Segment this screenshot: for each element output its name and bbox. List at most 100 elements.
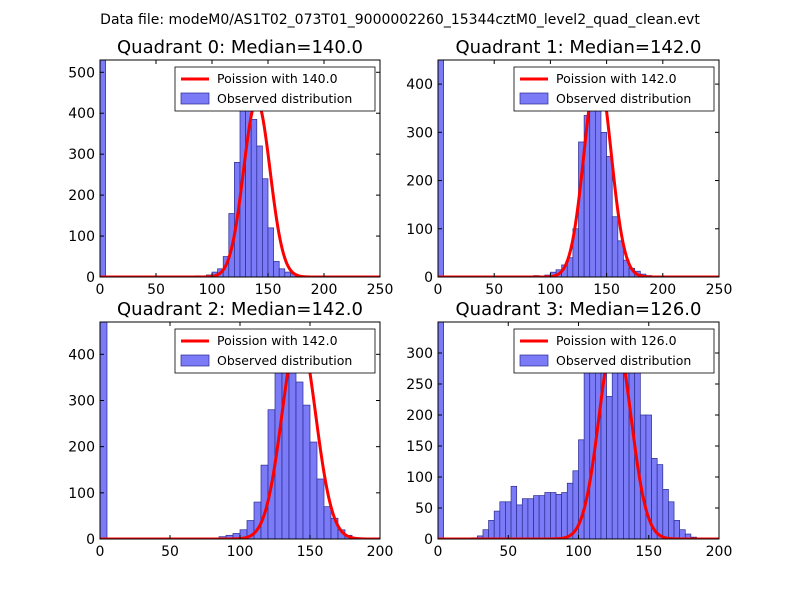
x-tick-label: 0 xyxy=(96,282,105,298)
panel-title: Quadrant 2: Median=142.0 xyxy=(117,299,363,320)
histogram-bar xyxy=(250,119,258,277)
x-tick-label: 0 xyxy=(434,282,443,298)
histogram-bar xyxy=(561,492,568,539)
x-tick-label: 250 xyxy=(367,282,394,298)
y-tick-label: 300 xyxy=(406,346,433,362)
poisson-curve xyxy=(100,99,380,277)
y-tick-label: 400 xyxy=(68,106,95,122)
histogram-bar xyxy=(493,510,501,539)
panel-title: Quadrant 0: Median=140.0 xyxy=(117,37,363,58)
histogram-bar xyxy=(288,347,297,539)
histogram-bar xyxy=(267,227,274,277)
y-tick-label: 0 xyxy=(86,532,95,548)
histogram-bar xyxy=(533,495,540,539)
plot-area xyxy=(100,60,380,277)
legend-bar-label: Observed distribution xyxy=(556,91,691,106)
legend-bar-swatch xyxy=(519,92,549,105)
legend-bar-swatch xyxy=(180,92,210,105)
y-tick-label: 400 xyxy=(406,77,433,93)
y-tick-label: 500 xyxy=(68,65,95,81)
x-tick-label: 100 xyxy=(227,544,254,560)
histogram-bar xyxy=(505,501,512,539)
plot-area xyxy=(438,322,719,539)
y-tick-label: 300 xyxy=(68,147,95,163)
axes-frame xyxy=(437,59,720,278)
histogram-bar xyxy=(566,482,574,539)
histogram-bar xyxy=(673,520,681,539)
x-tick-label: 50 xyxy=(499,544,517,560)
panel-0: 0 50 100 150 200 250 0 100 200 300 400 500 Quadrant … xyxy=(68,37,393,298)
x-tick-label: 150 xyxy=(593,282,620,298)
y-tick-label: 300 xyxy=(68,393,95,409)
panel-3: 0 50 100 150 200 0 50 100 150 200 250 300 Quadrant 3… xyxy=(406,299,732,560)
y-tick-label: 100 xyxy=(68,486,95,502)
histogram-bar xyxy=(544,492,551,539)
y-tick-label: 100 xyxy=(68,229,95,245)
y-tick-label: 100 xyxy=(406,222,433,238)
histogram-bar xyxy=(510,485,518,539)
panel-title: Quadrant 1: Median=142.0 xyxy=(456,37,702,58)
histogram-bar xyxy=(628,365,636,539)
histogram-bar xyxy=(302,404,311,539)
legend: Poission with 140.0 Observed distribution xyxy=(174,66,376,112)
histogram-bar xyxy=(316,478,325,539)
x-tick-label: 100 xyxy=(537,282,564,298)
y-tick-label: 200 xyxy=(406,408,433,424)
histogram-bar xyxy=(606,396,613,539)
histogram-bar xyxy=(256,145,263,277)
legend-bar-label: Observed distribution xyxy=(217,353,352,368)
legend: Poission with 142.0 Observed distribution xyxy=(513,66,715,112)
histogram-bar xyxy=(611,346,619,539)
legend-line-label: Poission with 140.0 xyxy=(217,71,338,86)
histogram-bar xyxy=(611,216,619,277)
y-tick-label: 50 xyxy=(415,501,433,517)
x-tick-label: 250 xyxy=(706,282,733,298)
histogram-bar xyxy=(100,322,108,539)
x-tick-label: 200 xyxy=(649,282,676,298)
x-tick-label: 50 xyxy=(147,282,165,298)
y-tick-label: 250 xyxy=(406,377,433,393)
figure-suptitle: Data file: modeM0/AS1T02_073T01_90000022… xyxy=(100,12,700,28)
x-tick-label: 200 xyxy=(367,544,394,560)
histogram-bar xyxy=(295,381,304,539)
x-tick-label: 100 xyxy=(565,544,592,560)
histogram-bar xyxy=(278,268,286,277)
x-tick-label: 150 xyxy=(255,282,282,298)
y-tick-label: 300 xyxy=(406,125,433,141)
x-tick-label: 0 xyxy=(96,544,105,560)
panel-1: 0 50 100 150 200 250 0 100 200 300 400 Quadrant 1: … xyxy=(406,37,732,298)
histogram-bar xyxy=(100,60,106,277)
legend-box xyxy=(174,328,376,374)
histogram-bar xyxy=(262,178,269,277)
histogram-bar xyxy=(595,98,602,277)
histogram-bar xyxy=(516,504,523,539)
x-tick-label: 50 xyxy=(485,282,503,298)
legend: Poission with 126.0 Observed distribution xyxy=(513,328,715,374)
legend-bar-swatch xyxy=(519,354,549,367)
histogram-bar xyxy=(438,60,444,277)
y-tick-label: 0 xyxy=(86,270,95,286)
histogram-bar xyxy=(662,489,669,539)
x-tick-label: 200 xyxy=(311,282,338,298)
histogram-bar xyxy=(668,501,675,539)
histogram-bar xyxy=(656,464,664,539)
legend-line-label: Poission with 142.0 xyxy=(217,333,338,348)
x-tick-label: 0 xyxy=(434,544,443,560)
plot-area xyxy=(438,60,719,277)
y-tick-label: 100 xyxy=(406,470,433,486)
x-tick-label: 100 xyxy=(199,282,226,298)
histogram-bar xyxy=(309,441,318,539)
x-tick-label: 150 xyxy=(297,544,324,560)
legend-line-label: Poission with 142.0 xyxy=(556,71,677,86)
axes-frame xyxy=(99,59,381,278)
x-tick-label: 200 xyxy=(706,544,733,560)
histogram-bar xyxy=(521,498,529,539)
x-tick-label: 150 xyxy=(635,544,662,560)
y-tick-label: 0 xyxy=(424,532,433,548)
histogram-bar xyxy=(323,506,332,539)
histogram-bar xyxy=(555,494,562,539)
histogram-bar xyxy=(273,261,280,277)
y-tick-label: 200 xyxy=(406,174,433,190)
y-tick-label: 400 xyxy=(68,347,95,363)
histogram-bar xyxy=(583,365,591,539)
